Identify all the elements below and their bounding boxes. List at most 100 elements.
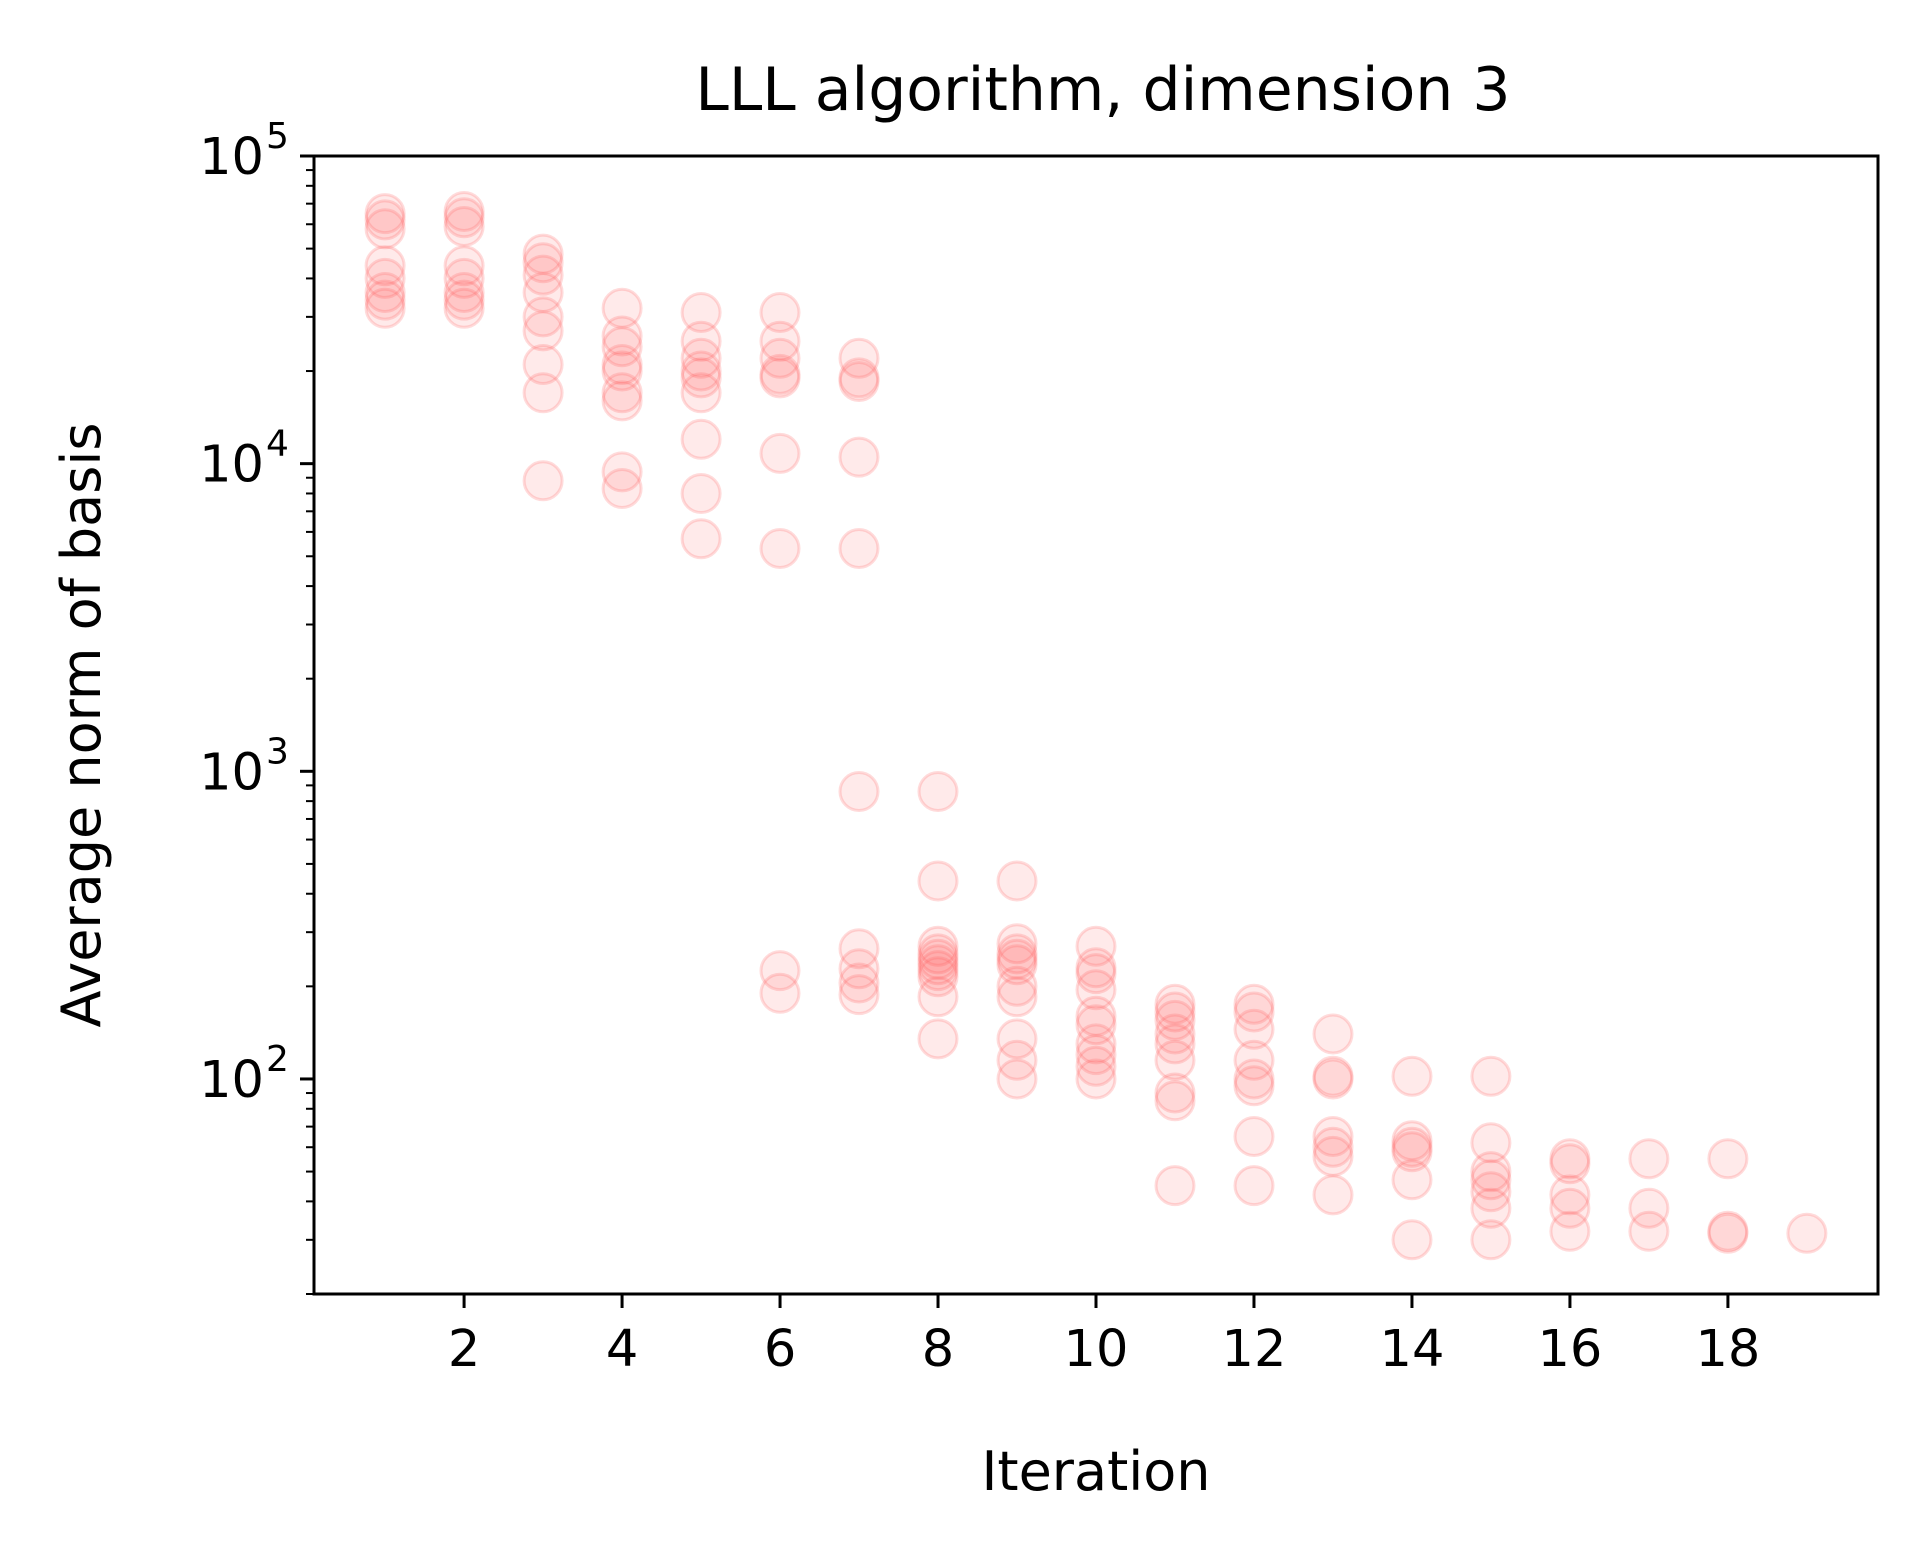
data-point [522,242,564,284]
data-point [759,528,801,569]
data-point [996,976,1038,1018]
data-point [838,948,880,990]
data-point [838,337,880,379]
data-point [522,310,564,352]
data-point [364,245,406,287]
data-point [443,197,485,239]
data-point [601,451,643,493]
data-point [601,468,643,509]
data-point [680,337,722,379]
y-tick-label: 10 [199,128,264,187]
data-point [996,923,1038,965]
x-tick-label: 6 [764,1320,796,1379]
data-point [522,272,564,313]
data-point [759,353,801,395]
data-point [1707,1210,1749,1252]
data-point [1075,925,1117,967]
data-point [1549,1210,1591,1252]
data-point [759,432,801,474]
y-tick-label-exponent: 4 [266,424,289,465]
data-point [917,925,959,967]
data-point [1470,1159,1512,1201]
data-point [1154,1013,1196,1055]
data-point [364,287,406,329]
chart-title: LLL algorithm, dimension 3 [695,55,1510,125]
data-point [1075,1023,1117,1065]
data-point [1312,1135,1354,1177]
data-point [996,860,1038,902]
data-point [838,361,880,402]
data-point [1707,1138,1749,1180]
data-point [680,473,722,514]
x-tick-label: 14 [1380,1320,1445,1379]
y-tick-label-exponent: 5 [266,116,289,157]
data-point [759,972,801,1014]
data-point [1391,1055,1433,1097]
data-point [1075,1058,1117,1100]
data-point [601,380,643,422]
data-point [1154,1165,1196,1207]
x-tick-label: 18 [1695,1320,1760,1379]
data-point [917,950,959,992]
data-point [364,272,406,313]
data-point [759,320,801,362]
data-point [1470,1055,1512,1097]
x-tick-label: 2 [448,1320,480,1379]
data-point [1628,1138,1670,1180]
data-point [1154,1023,1196,1065]
data-point [1312,1174,1354,1216]
data-point [680,518,722,560]
data-point [917,938,959,980]
data-point [1154,999,1196,1041]
y-tick-label: 10 [199,743,264,802]
data-point [838,771,880,812]
data-point [1233,1116,1275,1157]
x-tick-label: 4 [606,1320,638,1379]
data-point [1391,1219,1433,1261]
data-point [522,460,564,502]
data-point [1549,1138,1591,1180]
data-point [1233,1008,1275,1050]
data-point [1312,1116,1354,1157]
data-point [601,326,643,368]
data-point [443,206,485,247]
data-point [917,944,959,986]
data-point [1075,1034,1117,1076]
data-point [601,287,643,329]
data-point [601,350,643,392]
data-point [1154,1072,1196,1114]
data-point [1391,1126,1433,1168]
data-point [1786,1212,1828,1254]
data-point [522,296,564,338]
data-point [1391,1120,1433,1162]
data-point [838,928,880,970]
data-point [996,938,1038,980]
data-point [1549,1174,1591,1216]
data-point [1391,1159,1433,1201]
data-point [364,199,406,241]
data-point [1470,1187,1512,1229]
data-point [838,357,880,399]
data-point [364,193,406,235]
data-point [1391,1131,1433,1173]
data-point [1075,953,1117,995]
data-point [996,933,1038,975]
data-point [1233,991,1275,1033]
data-point [996,1018,1038,1060]
data-point [522,344,564,385]
data-point [1233,1058,1275,1100]
points-layer [364,191,1828,1261]
y-tick-label: 10 [199,1051,264,1110]
x-axis-label: Iteration [981,1440,1210,1503]
data-point [1154,991,1196,1033]
data-point [680,350,722,392]
data-point [838,436,880,478]
data-point [917,771,959,812]
x-tick-label: 10 [1064,1320,1129,1379]
data-point [1470,1122,1512,1164]
data-point [1707,1212,1749,1254]
data-point [364,208,406,250]
data-point [996,944,1038,986]
data-point [1233,1065,1275,1107]
